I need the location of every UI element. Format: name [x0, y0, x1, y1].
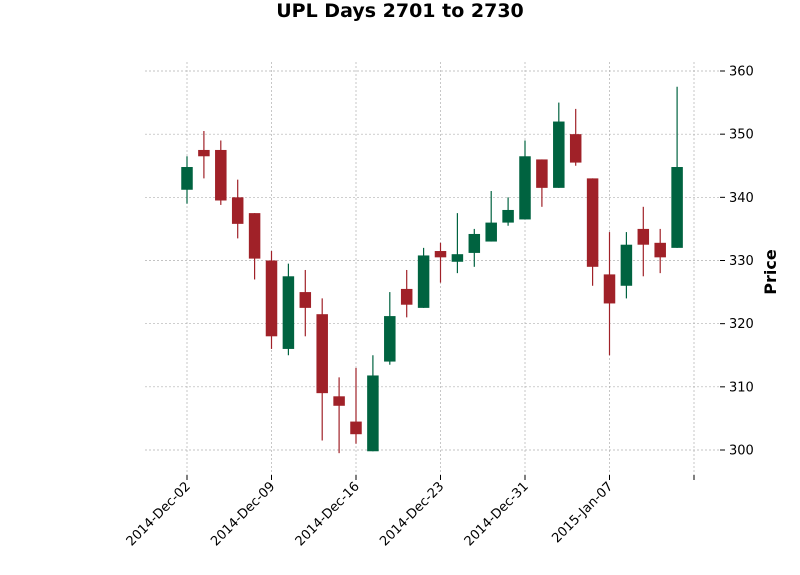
grid	[145, 62, 720, 475]
candle-body	[299, 292, 312, 308]
candle-body	[316, 314, 328, 394]
candle-body	[451, 254, 464, 262]
candle-up	[620, 232, 633, 299]
candle-down	[231, 179, 244, 239]
candle-up	[384, 292, 396, 365]
candle-body	[198, 149, 210, 157]
candle-down	[299, 269, 312, 337]
candle-down	[198, 131, 210, 179]
candle-body	[367, 375, 379, 452]
candles	[181, 86, 683, 454]
candle-down	[400, 269, 413, 318]
candle-body	[536, 159, 548, 188]
y-axis-label: Price	[761, 249, 780, 295]
candle-body	[248, 213, 261, 259]
y-tick-label: 300	[729, 444, 754, 459]
candle-down	[350, 367, 362, 444]
candle-body	[485, 222, 497, 242]
candle-down	[603, 232, 616, 356]
candle-body	[434, 251, 447, 258]
y-tick-label: 340	[729, 191, 754, 206]
candle-body	[400, 288, 413, 305]
candle-down	[265, 251, 278, 349]
candle-up	[502, 197, 514, 226]
candle-down	[248, 213, 261, 280]
candle-body	[569, 134, 582, 163]
candle-body	[265, 260, 278, 337]
candle-up	[451, 213, 464, 274]
candle-up	[519, 140, 531, 220]
candle-body	[502, 209, 514, 223]
y-tick-label: 360	[729, 65, 754, 80]
candle-down	[637, 206, 650, 277]
candle-body	[181, 167, 193, 190]
candle-up	[553, 102, 565, 188]
candle-up	[468, 228, 481, 267]
candle-body	[603, 274, 616, 304]
x-tick-label: 2014-Dec-02	[124, 479, 194, 549]
candle-down	[434, 242, 447, 283]
candle-body	[350, 421, 362, 435]
candle-down	[333, 377, 345, 454]
candle-up	[367, 355, 379, 452]
y-tick-label: 350	[729, 128, 754, 143]
x-tick-label: 2014-Dec-23	[377, 479, 447, 549]
x-axis: 2014-Dec-02 2014-Dec-09 2014-Dec-16 2014-De…	[124, 475, 695, 549]
candle-body	[671, 167, 683, 248]
candle-up	[282, 263, 295, 356]
candle-up	[417, 247, 430, 308]
candle-body	[586, 178, 599, 267]
candle-body	[215, 149, 227, 201]
x-tick-label: 2014-Dec-31	[462, 479, 532, 549]
candle-body	[384, 316, 396, 362]
candle-body	[231, 197, 244, 224]
candle-body	[282, 276, 295, 349]
y-tick-label: 310	[729, 380, 754, 395]
candle-body	[333, 396, 345, 406]
candle-up	[671, 86, 683, 248]
y-tick-label: 320	[729, 317, 754, 332]
x-tick-label: 2014-Dec-16	[293, 479, 363, 549]
x-tick-label: 2015-Jan-07	[549, 479, 616, 546]
y-tick-label: 330	[729, 254, 754, 269]
chart-title: UPL Days 2701 to 2730	[276, 0, 524, 22]
candle-down	[215, 140, 227, 205]
candle-down	[316, 298, 328, 441]
x-tick-label: 2014-Dec-09	[208, 479, 278, 549]
y-axis: 300 310 320 330 340 350 360	[720, 65, 754, 459]
candle-down	[536, 159, 548, 207]
candle-body	[519, 156, 531, 220]
candle-body	[620, 244, 633, 286]
candle-up	[181, 156, 193, 204]
candle-body	[553, 121, 565, 188]
candle-down	[654, 228, 666, 274]
candle-up	[485, 191, 497, 242]
candle-body	[468, 233, 481, 253]
candle-body	[417, 255, 430, 308]
candle-down	[586, 178, 599, 286]
candle-body	[654, 242, 666, 258]
candle-body	[637, 228, 650, 245]
candle-down	[569, 108, 582, 166]
